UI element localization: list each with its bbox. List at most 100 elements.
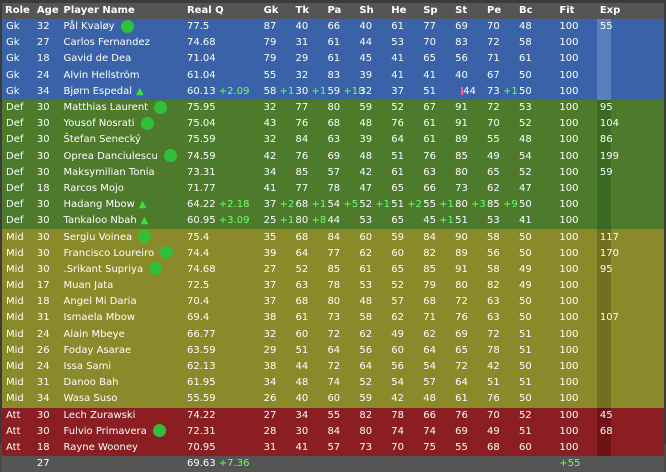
player-name-cell[interactable]: Hadang Mbow ▲: [60, 197, 184, 214]
player-name-cell[interactable]: Fulvio Primavera: [60, 423, 184, 440]
player-name-link[interactable]: Fulvio Primavera: [63, 425, 147, 437]
column-header-role[interactable]: Role: [2, 3, 34, 19]
player-name-cell[interactable]: Gavid de Dea: [60, 51, 184, 68]
player-name-cell[interactable]: Tankaloo Nbah ▲: [60, 213, 184, 230]
player-row[interactable]: Mid 31 Danoo Bah 61.95 34 48 74 52 54 57 64 51 51 100: [2, 375, 664, 392]
player-name-link[interactable]: Muan Jata: [63, 280, 114, 292]
player-row[interactable]: Gk 27 Carlos Fernandez 74.68 79 31 61 44 53 70 83 7…: [2, 35, 664, 52]
player-row[interactable]: Mid 30 .Srikant Supriya 74.68 27 52 85 61 65 85 91…: [2, 261, 664, 278]
column-header-fit[interactable]: Fit: [556, 3, 597, 19]
column-header-exp[interactable]: Exp: [596, 3, 664, 19]
player-row[interactable]: Def 30 Tankaloo Nbah ▲ 60.95 +3.09 25 +1 80 +8…: [2, 213, 664, 230]
column-header-player-name[interactable]: Player Name: [60, 3, 184, 19]
player-name-link[interactable]: Štefan Senecký: [63, 134, 141, 146]
player-row[interactable]: Mid 31 Ismaela Mbow 69.4 38 61 73 58 62 71 76 63 50 1…: [2, 310, 664, 327]
column-header-tk[interactable]: Tk: [292, 3, 325, 19]
column-header-pe[interactable]: Pe: [484, 3, 516, 19]
player-name-link[interactable]: Ismaela Mbow: [63, 312, 136, 324]
column-header-he[interactable]: He: [388, 3, 421, 19]
player-name-link[interactable]: Matthias Laurent: [63, 102, 149, 114]
player-name-cell[interactable]: Oprea Danciulescu: [60, 148, 184, 165]
player-name-cell[interactable]: Francisco Loureiro: [60, 245, 184, 262]
player-name-link[interactable]: Oprea Danciulescu: [63, 150, 158, 162]
player-row[interactable]: Att 18 Rayne Wooney 70.95 31 41 57 73 70 75 55 68 60…: [2, 439, 664, 457]
player-row[interactable]: Mid 18 Angel Mi Daria 70.4 37 68 80 48 57 68 72 63 5…: [2, 294, 664, 311]
player-row[interactable]: Mid 17 Muan Jata 72.5 37 63 78 53 52 79 80 82 49 100: [2, 278, 664, 295]
player-name-link[interactable]: Pål Kvaløy: [63, 21, 115, 33]
player-name-cell[interactable]: Alvin Hellström: [60, 67, 184, 84]
player-row[interactable]: Gk 18 Gavid de Dea 71.04 79 29 61 45 41 65 56 71 61 1…: [2, 51, 664, 68]
player-row[interactable]: Mid 30 Francisco Loureiro 74.4 39 64 77 62 60 82 8…: [2, 245, 664, 262]
player-name-link[interactable]: Gavid de Dea: [63, 53, 132, 65]
sp-value: 61: [423, 134, 436, 146]
player-name-cell[interactable]: Matthias Laurent: [60, 99, 184, 117]
player-row[interactable]: Def 30 Oprea Danciulescu 74.59 42 76 69 48 51 76 8…: [2, 148, 664, 165]
player-name-link[interactable]: Issa Sami: [63, 361, 112, 373]
player-name-link[interactable]: Lech Zurawski: [63, 409, 136, 421]
player-name-cell[interactable]: Issa Sami: [60, 358, 184, 376]
player-row[interactable]: Gk 24 Alvin Hellström 61.04 55 32 83 39 41 41 40 67…: [2, 67, 664, 84]
player-row[interactable]: Def 30 Yousof Nosrati 75.04 43 76 68 48 76 61 91 70…: [2, 116, 664, 133]
age-cell: 18: [33, 51, 61, 68]
player-name-cell[interactable]: Carlos Fernandez: [60, 35, 184, 52]
player-name-cell[interactable]: Ismaela Mbow: [60, 310, 184, 327]
player-name-link[interactable]: .Srikant Supriya: [63, 263, 144, 275]
player-name-link[interactable]: Tankaloo Nbah: [63, 215, 137, 227]
player-name-cell[interactable]: Muan Jata: [60, 278, 184, 295]
exp-bar: [596, 342, 611, 359]
gk-cell: 35: [260, 229, 293, 246]
player-row[interactable]: Mid 24 Alain Mbeye 66.77 32 60 72 62 49 62 69 72 51 1…: [2, 326, 664, 343]
player-row[interactable]: Gk 34 Bjørn Espedal ▲ 60.13 +2.09 58 +1 30 +1 5…: [2, 83, 664, 100]
column-header-pa[interactable]: Pa: [324, 3, 357, 19]
player-name-link[interactable]: Angel Mi Daria: [63, 296, 137, 308]
player-name-cell[interactable]: Foday Asarae: [60, 342, 184, 359]
player-name-link[interactable]: Alvin Hellström: [63, 69, 140, 81]
player-name-cell[interactable]: Sergiu Voinea: [60, 229, 184, 246]
player-row[interactable]: Mid 34 Wasa Suso 55.59 26 40 60 59 42 48 61 76 50 100: [2, 391, 664, 408]
player-name-cell[interactable]: Yousof Nosrati: [60, 116, 184, 133]
player-row[interactable]: Def 30 Maksymilian Tonia 73.31 34 85 57 42 61 63 8…: [2, 164, 664, 181]
player-row[interactable]: Def 18 Rarcos Mojo 71.77 41 77 78 47 65 66 73 62 47 1…: [2, 180, 664, 198]
player-name-cell[interactable]: Rayne Wooney: [60, 439, 184, 457]
player-name-cell[interactable]: Wasa Suso: [60, 391, 184, 408]
player-row[interactable]: Def 30 Hadang Mbow ▲ 64.22 +2.18 37 +2 68 +1 54…: [2, 197, 664, 214]
player-name-link[interactable]: Rarcos Mojo: [63, 182, 124, 194]
column-header-sp[interactable]: Sp: [420, 3, 453, 19]
column-header-bc[interactable]: Bc: [515, 3, 557, 19]
player-name-link[interactable]: Alain Mbeye: [63, 328, 125, 340]
player-row[interactable]: Att 30 Lech Zurawski 74.22 27 34 55 82 78 66 76 70 5…: [2, 407, 664, 424]
pa-cell: 66: [324, 19, 357, 36]
player-row[interactable]: Def 30 Matthias Laurent 75.95 32 77 80 59 52 67 91…: [2, 99, 664, 117]
player-row[interactable]: Mid 24 Issa Sami 62.13 38 44 72 64 56 54 72 42 50 100: [2, 358, 664, 376]
player-name-link[interactable]: Wasa Suso: [63, 393, 118, 405]
player-row[interactable]: Att 30 Fulvio Primavera 72.31 28 30 84 80 74 74 69…: [2, 423, 664, 440]
player-name-cell[interactable]: Pål Kvaløy: [60, 19, 184, 36]
column-header-age[interactable]: Age: [33, 3, 61, 19]
player-name-cell[interactable]: Maksymilian Tonia: [60, 164, 184, 181]
player-row[interactable]: Def 30 Štefan Senecký 75.59 32 84 63 39 64 61 89 55…: [2, 132, 664, 149]
player-name-link[interactable]: Sergiu Voinea: [63, 231, 133, 243]
player-name-cell[interactable]: Danoo Bah: [60, 375, 184, 392]
player-name-cell[interactable]: Lech Zurawski: [60, 407, 184, 424]
player-name-link[interactable]: Francisco Loureiro: [63, 247, 155, 259]
player-name-cell[interactable]: Rarcos Mojo: [60, 180, 184, 198]
player-name-cell[interactable]: Štefan Senecký: [60, 132, 184, 149]
player-name-link[interactable]: Yousof Nosrati: [63, 118, 135, 130]
player-name-link[interactable]: Foday Asarae: [63, 344, 132, 356]
player-name-link[interactable]: Bjørn Espedal: [63, 85, 133, 97]
column-header-real-q[interactable]: Real Q: [183, 3, 261, 19]
column-header-st[interactable]: St: [452, 3, 485, 19]
player-row[interactable]: Mid 26 Foday Asarae 63.59 29 51 64 56 60 64 65 78 51…: [2, 342, 664, 359]
player-name-link[interactable]: Danoo Bah: [63, 377, 119, 389]
player-row[interactable]: Gk 32 Pål Kvaløy 77.5 87 40 66 40 61 77 69 70 48 100 5…: [2, 19, 664, 36]
player-name-cell[interactable]: Alain Mbeye: [60, 326, 184, 343]
player-row[interactable]: Mid 30 Sergiu Voinea 75.4 35 68 84 60 59 84 90 58 50…: [2, 229, 664, 246]
player-name-cell[interactable]: .Srikant Supriya: [60, 261, 184, 278]
player-name-link[interactable]: Hadang Mbow: [63, 199, 135, 211]
player-name-link[interactable]: Carlos Fernandez: [63, 37, 150, 49]
player-name-cell[interactable]: Angel Mi Daria: [60, 294, 184, 311]
column-header-sh[interactable]: Sh: [356, 3, 389, 19]
column-header-gk[interactable]: Gk: [260, 3, 293, 19]
player-name-cell[interactable]: Bjørn Espedal ▲: [60, 83, 184, 100]
player-name-link[interactable]: Maksymilian Tonia: [63, 166, 155, 178]
